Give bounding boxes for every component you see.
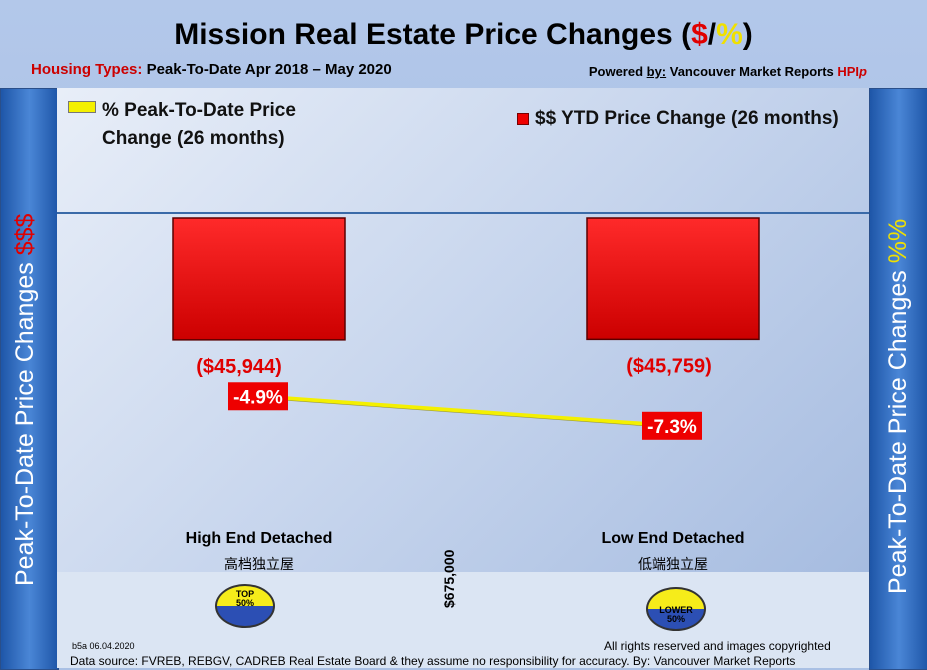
right-side-panel: Peak-To-Date Price Changes %% [869, 88, 927, 670]
category-label-low-end: Low End Detached [601, 530, 745, 547]
line-series-shadow [257, 397, 673, 429]
top-50-badge: TOP 50% [215, 584, 275, 628]
chart-subtitle: Housing Types: Peak-To-Date Apr 2018 – M… [31, 61, 392, 78]
line-series [257, 394, 673, 428]
bar-value-label-0: ($45,944) [196, 356, 282, 378]
footer-rights: All rights reserved and images copyright… [604, 639, 831, 653]
legend-line-swatch [68, 101, 96, 113]
line-label-bg-0 [228, 382, 288, 411]
legend-line-label: % Peak-To-Date Price Change (26 months) [102, 100, 296, 149]
chart-title: Mission Real Estate Price Changes ($/%) [174, 18, 753, 51]
bar-0 [172, 217, 346, 341]
bar-1 [586, 217, 760, 341]
line-label-bg-1 [642, 411, 702, 440]
line-value-label-0: -4.9% [233, 387, 283, 408]
line-value-label-1: -7.3% [647, 417, 697, 438]
footer-code: b5a 06.04.2020 [72, 641, 135, 651]
lower-50-badge: LOWER 50% [646, 587, 706, 631]
lower-panel [57, 572, 869, 668]
legend-bar-swatch [517, 113, 529, 125]
legend-bar-label: $$ YTD Price Change (26 months) [535, 108, 839, 129]
left-side-panel: Peak-To-Date Price Changes $$$ [0, 88, 59, 670]
footer-source: Data source: FVREB, REBGV, CADREB Real E… [70, 654, 796, 668]
category-cn-high-end: 高档独立屋 [224, 556, 294, 572]
bar-value-label-1: ($45,759) [626, 355, 712, 377]
powered-by: Powered by: Vancouver Market Reports HPI… [588, 64, 867, 79]
category-label-high-end: High End Detached [185, 530, 333, 547]
category-cn-low-end: 低端独立屋 [638, 556, 708, 572]
price-point-label: $675,000 [441, 549, 457, 608]
